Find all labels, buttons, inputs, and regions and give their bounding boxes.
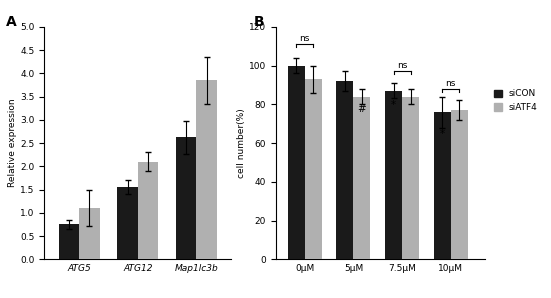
- Y-axis label: cell number(%): cell number(%): [237, 108, 246, 178]
- Text: ns: ns: [397, 61, 407, 70]
- Bar: [176, 137, 196, 259]
- Bar: [434, 112, 451, 259]
- Text: A: A: [6, 15, 17, 29]
- Bar: [353, 97, 370, 259]
- Bar: [59, 224, 79, 259]
- Bar: [138, 162, 158, 259]
- Bar: [385, 91, 402, 259]
- Bar: [117, 187, 138, 259]
- Legend: siCON, siATF4: siCON, siATF4: [494, 89, 538, 112]
- Bar: [402, 97, 419, 259]
- Bar: [288, 66, 305, 259]
- Text: *: *: [391, 100, 396, 111]
- Bar: [79, 208, 100, 259]
- Text: #: #: [358, 104, 366, 114]
- Text: B: B: [253, 15, 264, 29]
- Text: ns: ns: [300, 34, 310, 43]
- Y-axis label: Relative expression: Relative expression: [8, 99, 17, 187]
- Text: *: *: [440, 129, 445, 139]
- Bar: [196, 80, 217, 259]
- Bar: [336, 81, 353, 259]
- Bar: [451, 110, 468, 259]
- Text: ns: ns: [446, 79, 456, 88]
- Bar: [305, 79, 322, 259]
